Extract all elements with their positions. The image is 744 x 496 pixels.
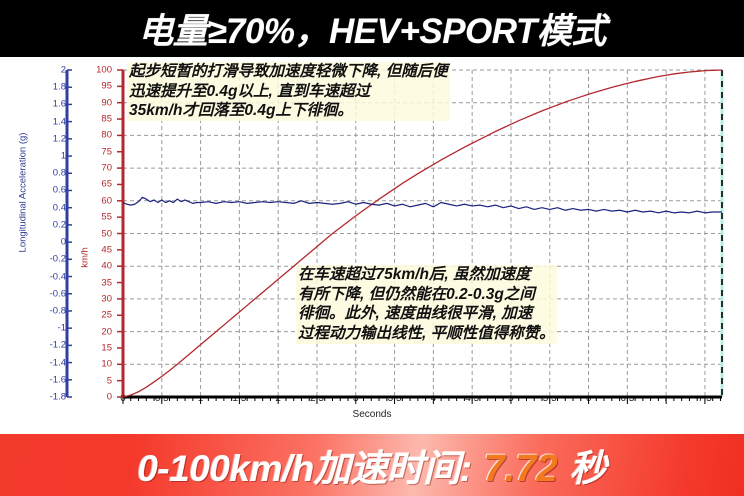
y-right-tick: 75	[101, 146, 112, 157]
y-left-tick: 1.2	[52, 133, 66, 145]
y-left-tick: -0.2	[49, 253, 66, 265]
y-right-tick: 30	[101, 293, 112, 305]
y-right-tick: 45	[101, 244, 112, 256]
y-right-tick: 85	[101, 113, 112, 125]
y-left-tick: 1.4	[52, 115, 66, 127]
y-right-tick: 100	[96, 64, 112, 76]
y-right-tick: 20	[101, 325, 112, 337]
y-left-tick: 2	[60, 64, 66, 76]
y-left-tick: -1.2	[49, 339, 66, 351]
x-axis-title: Seconds	[352, 409, 392, 420]
y-right-tick: 5	[106, 374, 112, 386]
y-left-tick: 0.2	[52, 219, 66, 231]
result-banner-inner: 0-100km/h加速时间: 7.72 秒	[137, 438, 606, 492]
acceleration-time-unit: 秒	[569, 448, 607, 489]
y-right-tick: 0	[106, 391, 112, 403]
y-left-tick: 0.6	[52, 184, 66, 196]
y-left-tick: 1	[60, 150, 66, 162]
y-right-tick: 90	[101, 96, 112, 108]
header-banner: 电量≥70%，HEV+SPORT模式	[0, 0, 744, 57]
y-right-tick: 65	[101, 178, 112, 190]
y-left-tick: 1.8	[52, 81, 66, 93]
result-banner: 0-100km/h加速时间: 7.72 秒	[0, 432, 744, 496]
y-right-tick: 10	[101, 358, 112, 370]
y-left-tick: -1.8	[49, 391, 66, 403]
page-title: 电量≥70%，HEV+SPORT模式	[138, 12, 606, 51]
y-right-tick: 70	[101, 162, 112, 174]
acceleration-time-value: 7.72	[483, 448, 558, 490]
annotation-bottom: 在车速超过75km/h后, 虽然加速度 有所下降, 但仍然能在0.2-0.3g之…	[296, 265, 557, 344]
y-left-tick: -1.6	[49, 374, 66, 386]
y-left-tick: -1	[57, 322, 66, 334]
y-left-tick: 1.6	[52, 98, 66, 110]
chart-region: Longitudinal Acceleration (g) km/h Secon…	[0, 57, 744, 432]
y-left-tick: -0.8	[49, 305, 66, 317]
y-left-tick: -0.6	[49, 287, 66, 299]
y-right-tick: 60	[101, 195, 112, 207]
y-left-tick: -1.4	[49, 356, 66, 368]
y-right-tick: 15	[101, 342, 112, 354]
y-right-tick: 50	[101, 227, 112, 239]
y-left-tick: 0.4	[52, 201, 66, 213]
y-left-tick: 0	[60, 236, 66, 248]
y-left-tick: 0.8	[52, 167, 66, 179]
y-right-tick: 55	[101, 211, 112, 223]
y-right-tick: 80	[101, 129, 112, 141]
y-left-tick: -0.4	[49, 270, 66, 282]
annotation-top: 起步短暂的打滑导致加速度轻微下降, 但随后便 迅速提升至0.4g以上, 直到车速…	[127, 62, 450, 122]
y-right-tick: 35	[101, 276, 112, 288]
y-right-tick: 40	[101, 260, 112, 272]
y-right-tick: 95	[101, 80, 112, 92]
y-right-tick: 25	[101, 309, 112, 321]
acceleration-time-label: 0-100km/h加速时间:	[137, 448, 472, 489]
